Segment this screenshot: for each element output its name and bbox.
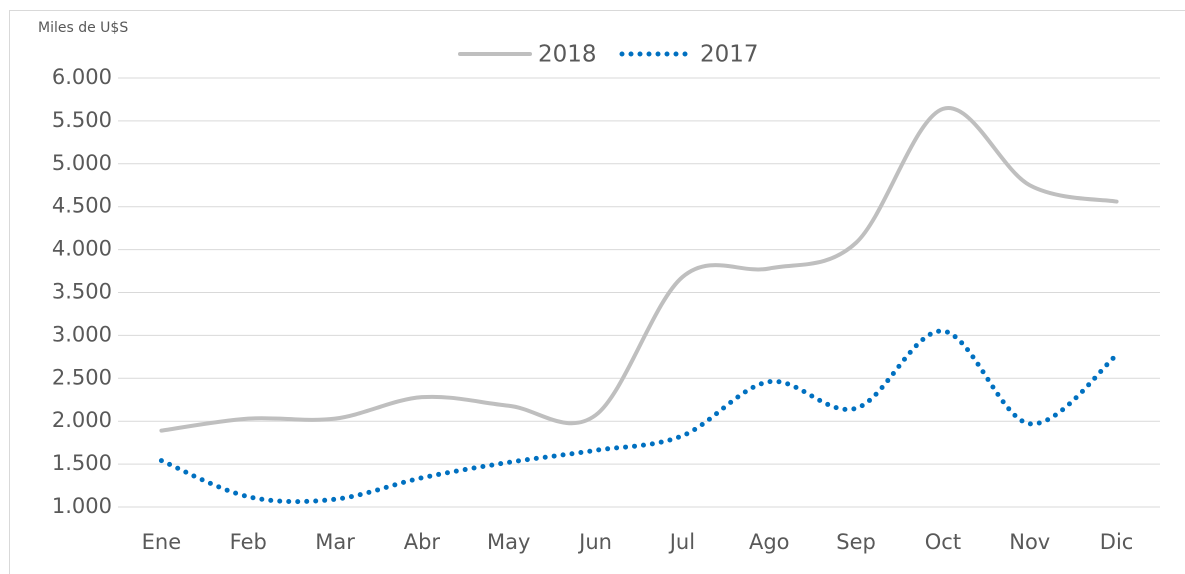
y-tick-label: 2.500 xyxy=(52,365,112,389)
y-tick-label: 1.000 xyxy=(52,494,112,518)
x-tick-label: Mar xyxy=(315,530,355,554)
line-series xyxy=(159,106,1119,433)
y-tick-label: 3.500 xyxy=(52,280,112,304)
x-tick-label: Ago xyxy=(749,530,790,554)
y-tick-label: 1.500 xyxy=(52,451,112,475)
x-tick-label: Ene xyxy=(142,530,182,554)
x-tick-label: Sep xyxy=(836,530,876,554)
y-tick-label: 6.000 xyxy=(52,65,112,89)
y-tick-label: 5.000 xyxy=(52,151,112,175)
y-axis-label: Miles de U$S xyxy=(38,20,128,36)
legend-label: 2017 xyxy=(700,42,759,68)
y-tick-label: 3.000 xyxy=(52,322,112,346)
x-tick-label: May xyxy=(487,530,530,554)
x-tick-label: Feb xyxy=(230,530,267,554)
x-tick-label: Jun xyxy=(577,530,612,554)
y-tick-label: 4.000 xyxy=(52,237,112,261)
x-tick-label: Abr xyxy=(404,530,441,554)
x-tick-label: Dic xyxy=(1100,530,1134,554)
x-tick-label: Jul xyxy=(668,530,695,554)
x-tick-label: Oct xyxy=(925,530,961,554)
chart-frame xyxy=(9,10,1185,574)
line-series xyxy=(158,328,1120,505)
y-tick-label: 4.500 xyxy=(52,194,112,218)
y-tick-label: 2.000 xyxy=(52,408,112,432)
x-tick-label: Nov xyxy=(1009,530,1050,554)
y-tick-label: 5.500 xyxy=(52,108,112,132)
legend-label: 2018 xyxy=(538,42,597,68)
